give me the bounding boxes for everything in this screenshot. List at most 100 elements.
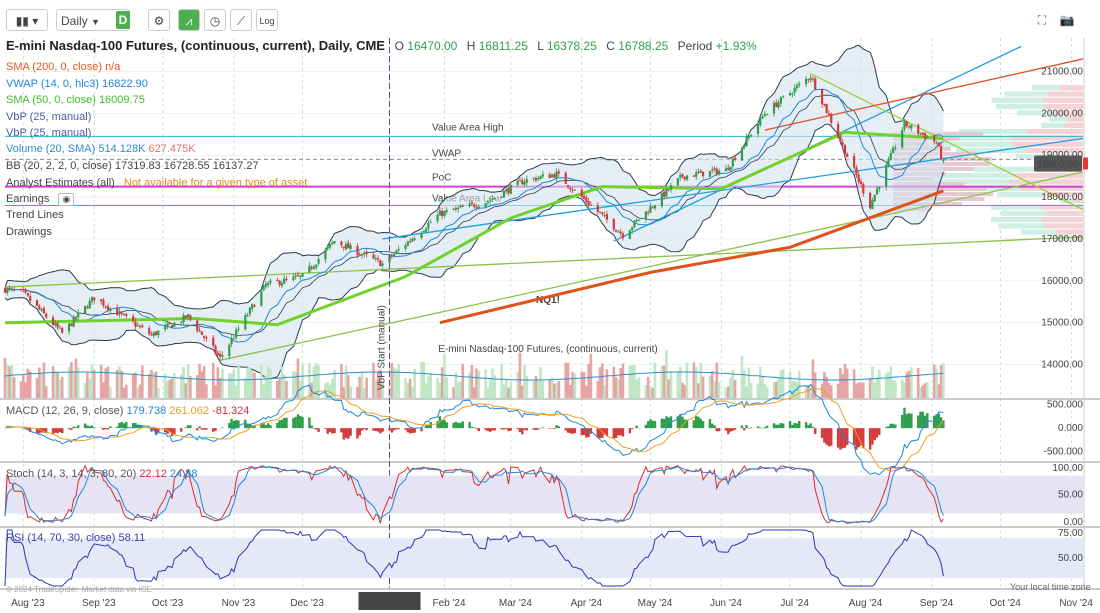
- candle-body: [820, 89, 824, 105]
- camera-icon[interactable]: 📷: [1059, 13, 1075, 27]
- macd-histogram-bar: [244, 419, 247, 429]
- macd-histogram-bar: [28, 428, 32, 432]
- legend-trend-lines[interactable]: Trend Lines: [6, 208, 64, 222]
- vbp-bar-down: [1072, 198, 1083, 204]
- trend-line-red: [764, 58, 1084, 131]
- legend-analyst[interactable]: Analyst Estimates (all) Not available fo…: [6, 176, 307, 190]
- macd-histogram-bar: [106, 428, 110, 430]
- candle-body: [344, 243, 348, 250]
- volume-bar: [884, 373, 888, 398]
- macd-histogram-bar: [573, 428, 577, 434]
- volume-bar: [347, 375, 350, 398]
- volume-bar: [836, 383, 840, 398]
- draw-tools-icon[interactable]: ⟋: [230, 9, 252, 31]
- volume-bar: [262, 384, 265, 398]
- chart-type-button[interactable]: ▮▮ ▾: [6, 9, 48, 31]
- last-price-label: 18802.90: [1037, 159, 1079, 170]
- indicators-icon[interactable]: ⩘: [178, 9, 200, 31]
- candle-body: [935, 142, 938, 144]
- candle-body: [122, 313, 126, 315]
- macd-histogram-bar: [921, 411, 924, 429]
- volume-bar: [170, 378, 174, 398]
- candle-body: [154, 331, 158, 335]
- log-scale-button[interactable]: Log: [256, 9, 278, 31]
- candle-body: [676, 178, 679, 186]
- eye-icon[interactable]: ◉: [58, 193, 75, 206]
- candle-body: [443, 211, 446, 216]
- volume-bar: [731, 369, 735, 398]
- stoch-k-line: [4, 464, 944, 524]
- candle-body: [532, 177, 535, 179]
- legend-stoch[interactable]: Stoch (14, 3, 14, 3, 80, 20) 22.12 24.88: [6, 467, 197, 481]
- volume-bar: [237, 364, 240, 398]
- macd-histogram-bar: [905, 414, 908, 429]
- candle-body: [804, 78, 808, 85]
- candle-body: [349, 245, 352, 250]
- macd-histogram-bar: [184, 427, 188, 429]
- volume-bar: [843, 363, 847, 398]
- macd-histogram-bar: [884, 427, 888, 429]
- macd-histogram-bar: [827, 428, 831, 447]
- clock-icon[interactable]: ◷: [204, 9, 226, 31]
- legend-vwap[interactable]: VWAP (14, 0, hlc3) 16822.90: [6, 77, 148, 91]
- legend-sma200[interactable]: SMA (200, 0, close) n/a: [6, 60, 120, 74]
- macd-histogram-bar: [381, 428, 384, 432]
- macd-histogram-bar: [170, 428, 174, 437]
- stoch-tick-label: 50.00: [1058, 490, 1083, 501]
- price-tick-label: 18000.00: [1041, 192, 1083, 203]
- candle-body: [205, 337, 208, 339]
- volume-bar: [852, 369, 856, 398]
- candle-body: [724, 168, 728, 172]
- legend-sma50[interactable]: SMA (50, 0, close) 16009.75: [6, 93, 145, 107]
- macd-histogram-bar: [376, 428, 380, 432]
- macd-histogram-bar: [841, 428, 844, 449]
- legend-vbp-2[interactable]: VbP (25, manual): [6, 126, 91, 140]
- candle-body: [919, 133, 922, 135]
- legend-drawings[interactable]: Drawings: [6, 225, 52, 239]
- settings-gear-icon[interactable]: ⚙: [148, 9, 170, 31]
- candle-body: [150, 334, 153, 336]
- macd-histogram-bar: [134, 422, 137, 429]
- fullscreen-icon[interactable]: ⛶: [1037, 13, 1047, 27]
- volume-bar: [99, 364, 103, 398]
- volume-bar: [154, 371, 158, 398]
- candle-body: [743, 144, 746, 148]
- volume-bar: [589, 353, 593, 398]
- volume-bar: [573, 373, 577, 398]
- candle-body: [795, 85, 799, 89]
- interval-badge: D: [116, 11, 130, 29]
- volume-bar: [878, 369, 881, 398]
- macd-histogram-bar: [662, 418, 666, 429]
- volume-bar: [278, 378, 281, 398]
- candle-body: [653, 205, 657, 209]
- legend-macd[interactable]: MACD (12, 26, 9, close) 179.738 261.062 …: [6, 404, 249, 418]
- volume-bar: [820, 383, 824, 398]
- macd-histogram-bar: [54, 428, 57, 433]
- macd-histogram-bar: [180, 428, 183, 432]
- volume-bar: [90, 364, 94, 398]
- candle-body: [853, 156, 856, 168]
- volume-bar: [264, 375, 268, 398]
- volume-bar: [54, 370, 57, 398]
- legend-earnings[interactable]: Earnings ◉: [6, 192, 75, 206]
- candle-body: [933, 135, 936, 142]
- price-tick-label: 16000.00: [1041, 276, 1083, 287]
- volume-bar: [326, 382, 330, 398]
- volume-bar: [887, 371, 890, 398]
- candle-body: [363, 252, 366, 255]
- legend-volume[interactable]: Volume (20, SMA) 514.128K 627.475K: [6, 142, 196, 156]
- candle-body: [699, 170, 702, 173]
- legend-vbp-1[interactable]: VbP (25, manual): [6, 110, 91, 124]
- candle-body: [340, 241, 343, 246]
- volume-bar: [104, 368, 108, 398]
- legend-bb[interactable]: BB (20, 2, 2, 0, close) 17319.83 16728.5…: [6, 159, 259, 173]
- volume-bar: [539, 367, 542, 398]
- candle-body: [734, 157, 737, 160]
- legend-rsi[interactable]: RSI (14, 70, 30, close) 58.11: [6, 531, 145, 545]
- volume-bar: [230, 374, 233, 398]
- candle-body: [328, 243, 332, 248]
- candle-body: [644, 211, 647, 220]
- candle-body: [331, 242, 334, 245]
- volume-bar: [182, 366, 185, 398]
